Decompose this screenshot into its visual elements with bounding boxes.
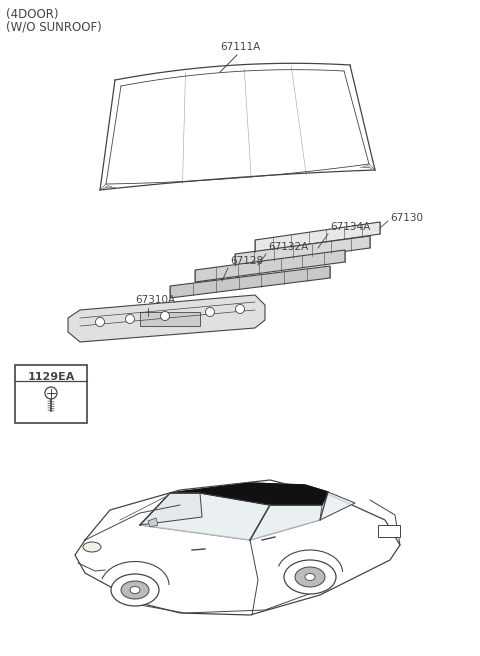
Circle shape: [236, 304, 244, 314]
Polygon shape: [140, 483, 328, 540]
Text: (4DOOR): (4DOOR): [6, 8, 59, 21]
Ellipse shape: [83, 542, 101, 552]
Text: 67134A: 67134A: [330, 222, 370, 232]
Text: 67310A: 67310A: [135, 295, 175, 305]
Polygon shape: [170, 483, 328, 505]
Ellipse shape: [284, 560, 336, 594]
Polygon shape: [170, 266, 330, 298]
Text: 67132A: 67132A: [268, 242, 308, 252]
Polygon shape: [235, 236, 370, 266]
Bar: [140, 312, 200, 326]
Polygon shape: [140, 493, 202, 525]
Polygon shape: [68, 295, 265, 342]
Circle shape: [125, 314, 134, 323]
Text: 67111A: 67111A: [220, 42, 260, 52]
Ellipse shape: [111, 574, 159, 606]
Bar: [378, 525, 400, 537]
Polygon shape: [148, 518, 158, 527]
Circle shape: [45, 387, 57, 399]
Text: 67128: 67128: [230, 256, 263, 266]
Ellipse shape: [130, 586, 140, 594]
Polygon shape: [255, 222, 380, 252]
Polygon shape: [320, 492, 355, 520]
Polygon shape: [140, 493, 270, 540]
Ellipse shape: [121, 581, 149, 599]
Text: (W/O SUNROOF): (W/O SUNROOF): [6, 20, 102, 33]
Circle shape: [160, 312, 169, 321]
Text: 1129EA: 1129EA: [27, 372, 75, 382]
Circle shape: [96, 318, 105, 327]
Polygon shape: [250, 505, 322, 540]
Bar: [15, 365, 87, 423]
Ellipse shape: [295, 567, 325, 587]
Polygon shape: [75, 480, 400, 615]
Polygon shape: [195, 250, 345, 282]
Circle shape: [205, 308, 215, 316]
Text: 67130: 67130: [390, 213, 423, 223]
Ellipse shape: [305, 573, 315, 581]
